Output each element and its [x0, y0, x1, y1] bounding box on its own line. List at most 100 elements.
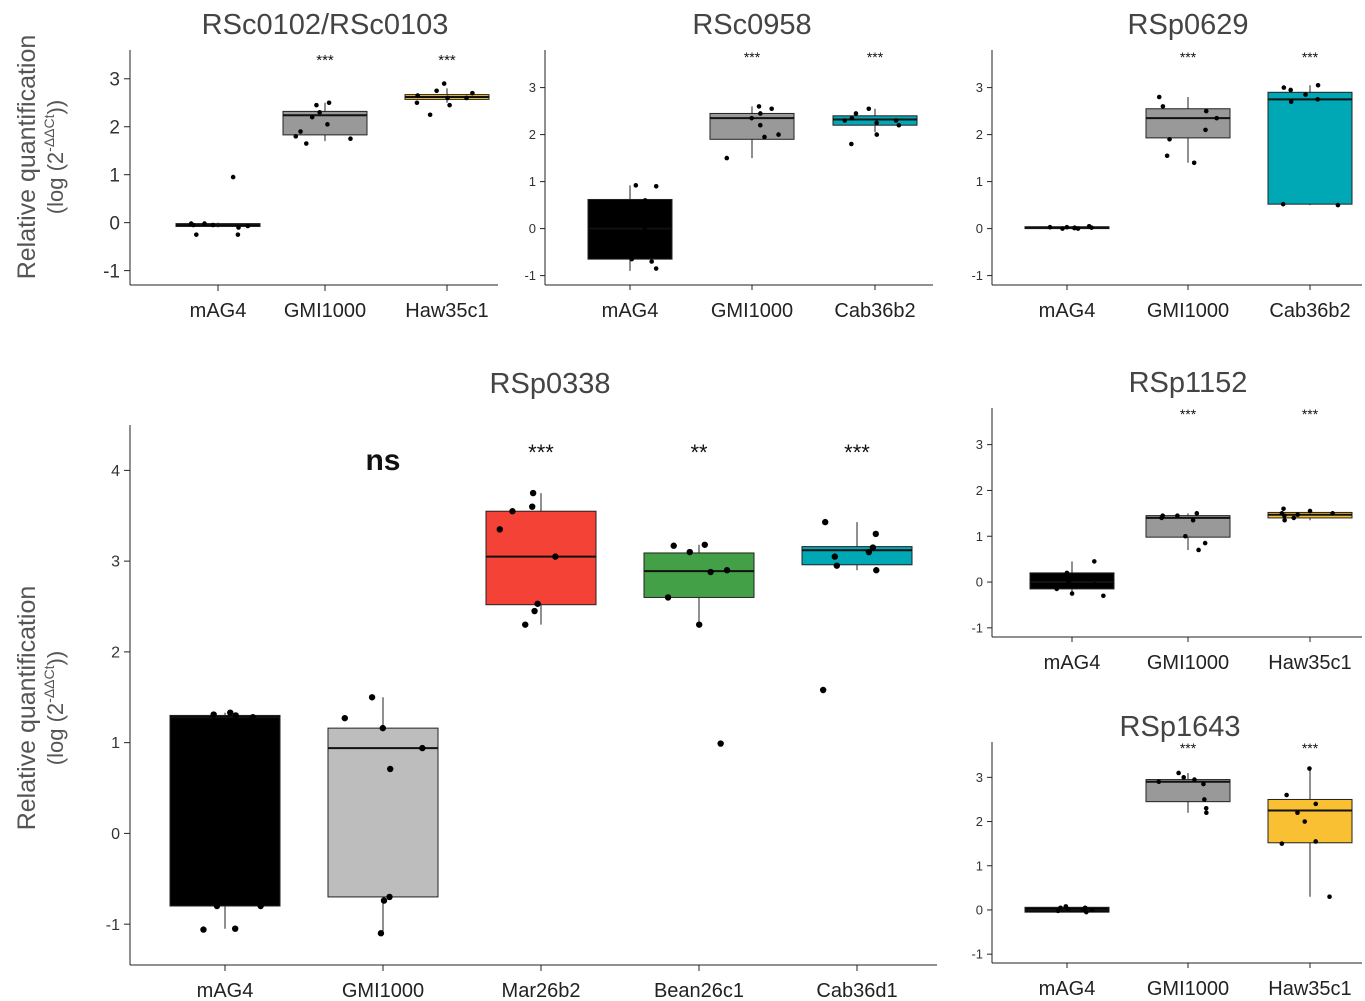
- x-tick-label: Haw35c1: [1268, 978, 1351, 1000]
- data-point: [724, 155, 730, 161]
- data-point: [819, 686, 827, 694]
- significance-label: ***: [1302, 740, 1319, 756]
- significance-label: ***: [1180, 740, 1197, 756]
- data-point: [434, 88, 439, 94]
- chart-panel: RSp1643 -1 0 1 2 3 mAG4 GMI1000 *** Haw35c1 ***: [971, 711, 1362, 1000]
- data-point: [496, 526, 503, 533]
- data-point: [1295, 810, 1300, 816]
- data-point: [1303, 92, 1308, 97]
- significance-label: ***: [1302, 49, 1319, 65]
- y-axis-label-bottom: Relative quantification (log (2-ΔΔCt)): [13, 586, 68, 831]
- data-point: [1192, 777, 1197, 782]
- data-point: [1196, 547, 1201, 553]
- data-point: [227, 709, 234, 716]
- data-point: [1202, 540, 1208, 546]
- chart-panel: RSc0958 -1 0 1 2 3 mAG4 GMI1000 *** Cab36b2 ***: [524, 9, 933, 322]
- chart-title: RSc0102/RSc0103: [202, 9, 449, 41]
- significance-label: ns: [365, 444, 400, 477]
- x-tick-label: GMI1000: [711, 300, 793, 322]
- data-point: [1072, 225, 1077, 231]
- data-point: [1092, 559, 1097, 564]
- significance-label: ***: [1302, 406, 1319, 422]
- chart-title: RSp1152: [1129, 367, 1248, 399]
- data-point: [1281, 85, 1287, 90]
- x-tick-label: mAG4: [190, 300, 247, 322]
- y-tick-label: 0: [976, 221, 983, 236]
- data-point: [210, 222, 216, 228]
- data-point: [1047, 224, 1053, 230]
- data-point: [210, 711, 217, 718]
- y-axis-label-main: Relative quantification: [13, 35, 41, 280]
- data-point: [309, 114, 315, 120]
- y-tick-label: 1: [976, 529, 983, 544]
- data-point: [896, 122, 902, 128]
- y-tick-label: 2: [976, 483, 983, 498]
- y-tick-label: 3: [976, 770, 983, 785]
- data-point: [441, 81, 447, 86]
- data-point: [701, 541, 708, 548]
- data-point: [1089, 907, 1095, 913]
- data-point: [1181, 775, 1187, 780]
- significance-label: ***: [744, 49, 761, 65]
- data-point: [842, 118, 848, 123]
- data-point: [1176, 770, 1181, 776]
- y-tick-label: 2: [529, 127, 536, 142]
- data-point: [642, 198, 648, 203]
- chart-panel: RSp0338 -1 0 1 2 3 4 mAG4 GMI1000 ns Mar26b2 *** Bea…: [106, 368, 937, 1001]
- chart-title: RSp0629: [1128, 9, 1249, 41]
- y-tick-label: 0: [111, 826, 120, 843]
- data-point: [387, 765, 394, 773]
- y-tick-label: -1: [971, 268, 983, 283]
- data-point: [317, 110, 322, 115]
- x-tick-label: Cab36b2: [1269, 300, 1350, 322]
- data-point: [1203, 127, 1208, 133]
- x-tick-label: GMI1000: [1147, 978, 1229, 1000]
- data-point: [849, 141, 854, 147]
- data-point: [1055, 908, 1061, 914]
- data-point: [776, 132, 781, 137]
- data-point: [231, 925, 239, 932]
- x-tick-label: mAG4: [602, 300, 659, 322]
- data-point: [1313, 801, 1319, 807]
- data-point: [202, 221, 207, 226]
- y-tick-label: 2: [109, 117, 120, 138]
- box: [282, 110, 368, 136]
- data-point: [529, 489, 537, 497]
- x-tick-label: GMI1000: [284, 300, 366, 322]
- data-point: [293, 134, 299, 139]
- data-point: [1160, 104, 1166, 109]
- data-point: [872, 530, 879, 538]
- y-tick-label: 2: [976, 814, 983, 829]
- significance-label: ***: [1180, 49, 1197, 65]
- data-point: [633, 183, 639, 188]
- data-point: [1307, 508, 1313, 514]
- data-point: [769, 106, 774, 112]
- data-point: [464, 95, 469, 101]
- data-point: [893, 118, 899, 123]
- data-point: [1101, 593, 1106, 599]
- data-point: [1203, 108, 1209, 114]
- data-point: [1064, 224, 1070, 230]
- data-point: [326, 100, 332, 106]
- y-tick-label: 1: [976, 174, 983, 189]
- data-point: [1082, 905, 1088, 911]
- x-tick-label: Cab36b2: [834, 300, 915, 322]
- data-point: [653, 184, 659, 189]
- data-point: [758, 111, 763, 116]
- x-tick-label: mAG4: [1044, 652, 1101, 674]
- y-tick-label: 3: [111, 554, 120, 571]
- y-axis-label-formula: (log (2-ΔΔCt)): [41, 100, 68, 214]
- x-tick-label: GMI1000: [1147, 300, 1229, 322]
- data-point: [1204, 810, 1209, 816]
- data-point: [1291, 515, 1297, 521]
- significance-label: ***: [528, 440, 554, 465]
- data-point: [194, 232, 199, 237]
- data-point: [1164, 153, 1170, 159]
- data-point: [1327, 894, 1332, 899]
- data-point: [874, 120, 879, 126]
- data-point: [874, 132, 880, 137]
- chart-panels: RSc0102/RSc0103 -1 0 1 2 3 mAG4 GMI1000 *** Haw35…: [103, 9, 1362, 1001]
- data-point: [552, 553, 559, 560]
- x-tick-label: Mar26b2: [502, 980, 581, 1001]
- data-point: [866, 106, 872, 112]
